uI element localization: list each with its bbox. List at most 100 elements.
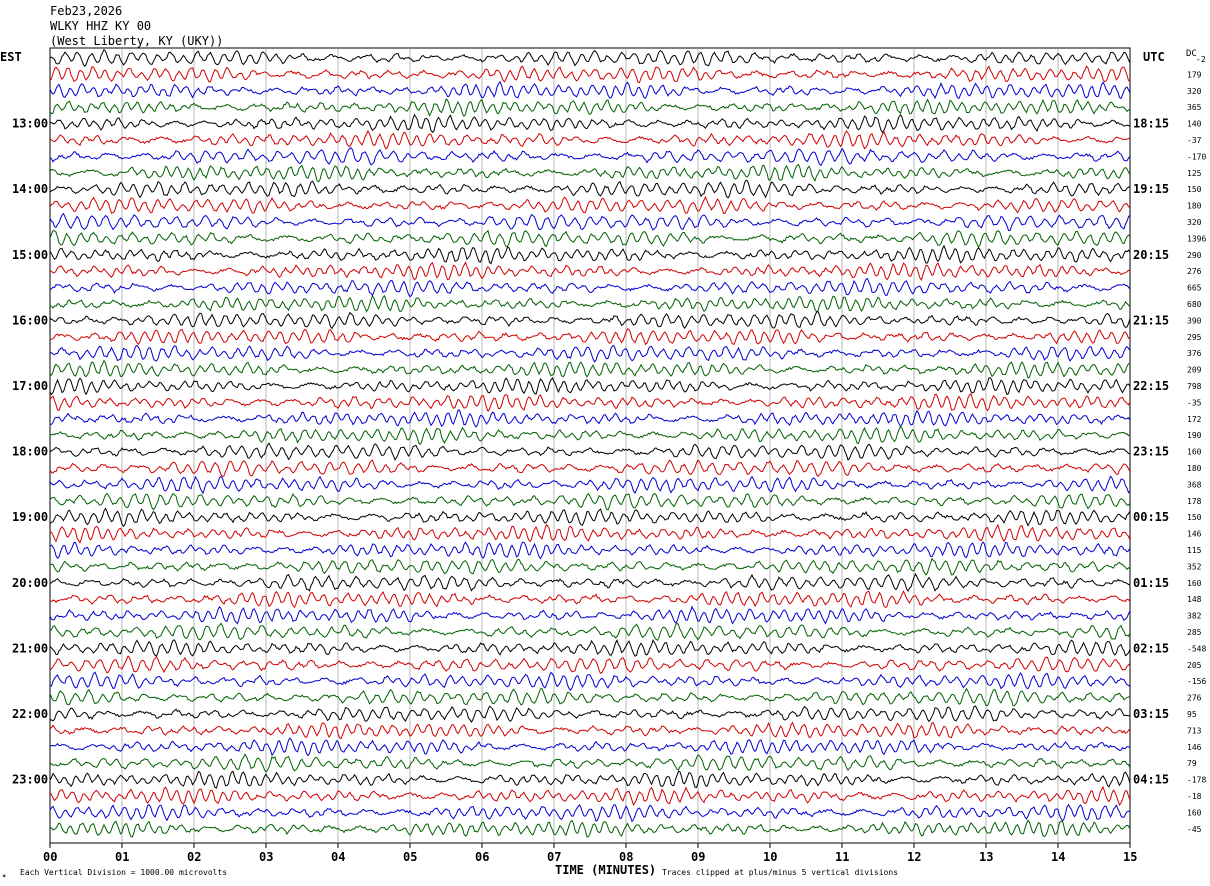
dc-offset-label: 115	[1187, 546, 1202, 555]
right-hour-label: 22:15	[1133, 379, 1169, 393]
trace-10	[49, 195, 1131, 215]
header-station: WLKY HHZ KY 00	[50, 19, 152, 33]
dc-offset-label: 95	[1187, 710, 1197, 719]
dc-offset-label: 209	[1187, 366, 1202, 375]
right-hour-label: 21:15	[1133, 313, 1169, 327]
dc-offset-label: -178	[1187, 776, 1206, 785]
dc-offset-label: -156	[1187, 677, 1206, 686]
plot-frame	[49, 47, 1131, 844]
trace-11	[49, 212, 1131, 232]
trace-43	[49, 737, 1131, 757]
left-hour-label: 19:00	[12, 510, 48, 524]
trace-32	[49, 557, 1131, 576]
left-hour-label: 22:00	[12, 707, 48, 721]
trace-18	[49, 328, 1131, 346]
x-tick-label-12: 12	[907, 850, 921, 864]
dc-offset-label: -37	[1187, 136, 1202, 145]
trace-13	[49, 244, 1131, 265]
trace-17	[49, 311, 1131, 330]
trace-41	[49, 705, 1131, 723]
x-tick-label-13: 13	[979, 850, 993, 864]
trace-35	[49, 605, 1131, 625]
trace-30	[49, 523, 1131, 544]
x-tick-label-10: 10	[763, 850, 777, 864]
trace-45	[49, 770, 1131, 789]
scale-note: Each Vertical Division = 1000.00 microvo…	[20, 868, 227, 877]
trace-3	[49, 80, 1131, 100]
dc-offset-label: 390	[1187, 316, 1202, 325]
trace-47	[49, 803, 1131, 823]
trace-6	[49, 129, 1131, 150]
dc-header: DC	[1186, 49, 1197, 59]
right-hour-label: 00:15	[1133, 510, 1169, 524]
trace-42	[49, 721, 1131, 740]
right-hour-label: 02:15	[1133, 641, 1169, 655]
dc-offset-label: 1396	[1187, 234, 1206, 243]
dc-offset-label: 146	[1187, 743, 1202, 752]
dc-offset-label: 146	[1187, 530, 1202, 539]
clip-note: Traces clipped at plus/minus 5 vertical …	[662, 868, 898, 877]
trace-16	[49, 294, 1131, 313]
dc-offset-label: 172	[1187, 415, 1202, 424]
left-hour-label: 15:00	[12, 248, 48, 262]
dc-offset-label: -170	[1187, 152, 1206, 161]
x-tick-label-01: 01	[115, 850, 129, 864]
trace-31	[49, 541, 1131, 560]
dc-offset-label: 382	[1187, 612, 1202, 621]
dc-offset-label: 376	[1187, 349, 1202, 358]
x-tick-label-02: 02	[187, 850, 201, 864]
left-hour-label: 16:00	[12, 313, 48, 327]
dc-offset-label: 180	[1187, 202, 1202, 211]
trace-4	[49, 98, 1131, 118]
left-hour-label: 18:00	[12, 445, 48, 459]
dc-offset-label: 178	[1187, 497, 1202, 506]
trace-8	[49, 163, 1131, 183]
dc-offset-label: 680	[1187, 300, 1202, 309]
right-hour-label: 20:15	[1133, 248, 1169, 262]
dc-offset-label: 276	[1187, 694, 1202, 703]
trace-12	[49, 229, 1131, 249]
trace-36	[49, 622, 1131, 642]
dc-offset-label: 160	[1187, 448, 1202, 457]
trace-group: 179 320 365 140 -37 -170 125 150 180 320 1396 290 27…	[12, 48, 1206, 838]
left-hour-label: 14:00	[12, 182, 48, 196]
trace-40	[49, 687, 1131, 707]
dc-offset-label: 295	[1187, 333, 1202, 342]
trace-27	[49, 475, 1131, 495]
x-tick-label-07: 07	[547, 850, 561, 864]
dc-offset-label: 150	[1187, 185, 1202, 194]
dc-offset-label: 160	[1187, 808, 1202, 817]
dc-offset-label: -45	[1187, 825, 1202, 834]
dc-offset-label: 205	[1187, 661, 1202, 670]
dc-offset-label: -548	[1187, 644, 1206, 653]
dc-offset-label: 276	[1187, 267, 1202, 276]
corner-mark: ✶	[2, 872, 7, 880]
header-location: (West Liberty, KY (UKY))	[50, 34, 224, 48]
dc-subheader: -2	[1196, 55, 1206, 64]
dc-offset-label: 285	[1187, 628, 1202, 637]
trace-46	[49, 785, 1131, 807]
trace-5	[49, 113, 1131, 134]
dc-offset-label: 150	[1187, 513, 1202, 522]
right-hour-label: 19:15	[1133, 182, 1169, 196]
dc-offset-label: 713	[1187, 726, 1202, 735]
left-hour-label: 21:00	[12, 641, 48, 655]
trace-19	[49, 344, 1131, 363]
dc-offset-label: 352	[1187, 562, 1202, 571]
dc-offset-label: 140	[1187, 120, 1202, 129]
trace-34	[49, 590, 1131, 609]
left-hour-label: 23:00	[12, 773, 48, 787]
trace-26	[49, 459, 1131, 478]
x-tick-label-15: 15	[1123, 850, 1137, 864]
trace-15	[49, 277, 1131, 298]
trace-33	[49, 572, 1131, 592]
dc-offset-label: 798	[1187, 382, 1202, 391]
x-tick-label-03: 03	[259, 850, 273, 864]
trace-1	[49, 48, 1131, 67]
dc-offset-label: 190	[1187, 431, 1202, 440]
trace-24	[49, 425, 1131, 445]
left-zone-label: EST	[0, 50, 22, 64]
x-tick-label-04: 04	[331, 850, 345, 864]
x-tick-label-06: 06	[475, 850, 489, 864]
